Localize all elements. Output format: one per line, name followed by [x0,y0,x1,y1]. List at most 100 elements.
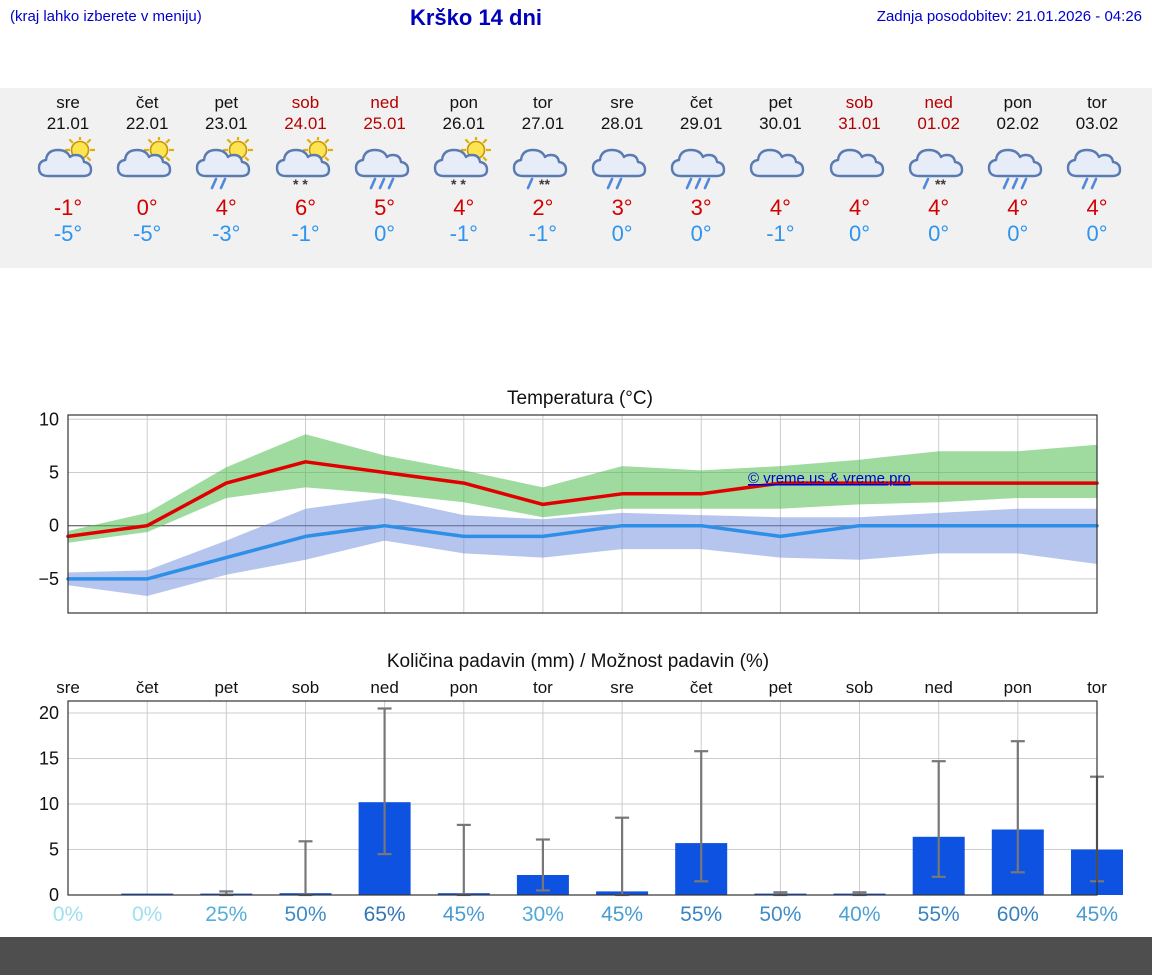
precip-day-label: čet [136,678,159,697]
temp-min: 0° [848,221,871,246]
svg-text:**: ** [539,176,550,191]
precip-chart-title: Količina padavin (mm) / Možnost padavin … [387,651,769,672]
page-title: Krško 14 dni [409,5,543,30]
precip-day-label: pon [1004,678,1032,697]
footer-bar [0,937,1152,975]
cloud-rain3-icon [978,137,1058,191]
precip-probability: 0% [52,903,84,926]
day-date: 24.01 [284,114,327,133]
day-date: 28.01 [600,114,644,133]
forecast-day-column: tor 03.02 4° 0° [1057,92,1137,247]
sun-cloud-snow2-icon: * * [424,135,504,192]
temp-min: -5° [133,221,162,246]
temp-line-1 [66,523,1099,581]
precip-probability-row: 0% 0% 25% 50% 65% 45% 30% 45% 55% 50% 40% 55% 60% 45% [0,903,1152,933]
temp-y-tick-label: 10 [39,409,59,429]
temp-min: 0° [690,221,712,246]
temp-max: 4° [769,195,791,220]
day-date: 27.01 [521,114,565,133]
precip-whisker [535,838,550,892]
cloud-icon [740,137,820,191]
temp-max: 4° [453,195,475,220]
temp-max: 4° [848,195,871,220]
day-name: sre [610,93,634,112]
precip-day-label: sre [56,678,80,697]
temp-min: -5° [53,221,83,246]
precip-day-label: tor [1087,678,1107,697]
sun-cloud-icon [28,135,108,191]
precip-probability: 30% [521,903,564,926]
temp-max: 5° [374,195,396,220]
day-date: 29.01 [679,114,723,133]
svg-text:* *: * * [451,176,466,191]
day-date: 26.01 [442,114,486,133]
temp-y-tick-label: 0 [49,516,59,536]
precip-probability: 55% [680,903,723,926]
forecast-day-column: tor 27.01 ** 2° -1° [503,92,583,247]
temp-chart-title: Temperatura (°C) [507,388,653,409]
day-name: sob [845,93,874,112]
precip-day-label: pet [214,678,238,697]
temp-max: 2° [532,195,554,220]
precip-day-label: sob [846,678,873,697]
temp-min: 0° [1086,221,1108,246]
temperature-chart: −5 0 5 10 Temperatura (°C) © vreme.us & vre… [38,388,1099,614]
vreme-watermark-link[interactable]: © vreme.us & vreme.pro [748,470,911,487]
day-date: 22.01 [125,114,169,133]
temp-band-1 [68,498,1097,596]
temp-min: -1° [449,221,478,246]
temperature-plot: −5 0 5 10 [38,409,1099,614]
precip-probability: 40% [838,903,881,926]
day-name: pet [214,93,239,112]
forecast-strip: sre 21.01 -1° -5° čet 22.01 0° -5° pet 23.01 4° -3°… [0,88,1152,268]
precip-day-label: pet [769,678,793,697]
precip-whisker [694,750,709,883]
precip-probability: 45% [442,903,485,926]
temp-band-0 [68,434,1097,543]
temp-min: -1° [528,221,558,246]
precip-day-label: tor [533,678,553,697]
day-date: 21.01 [46,114,90,133]
temp-min: -1° [291,221,320,246]
forecast-day-column: sob 31.01 4° 0° [820,92,900,247]
cloud-rain2-icon [1057,137,1137,191]
day-name: tor [1087,93,1107,112]
forecast-day-column: sre 28.01 3° 0° [582,92,662,247]
cloud-icon [820,137,900,191]
temp-max: 6° [294,195,317,220]
temp-min: 0° [374,221,396,246]
day-date: 25.01 [363,114,406,133]
precip-probability: 45% [1075,903,1119,926]
temp-max: -1° [53,195,83,220]
temp-max: 3° [611,195,633,220]
day-name: pon [1003,93,1032,112]
temp-max: 4° [215,195,237,220]
forecast-day-column: ned 25.01 5° 0° [345,92,425,247]
day-date: 03.02 [1075,114,1119,133]
sun-cloud-rain2-icon [186,135,266,191]
precip-y-tick-label: 20 [39,703,59,723]
sun-cloud-snow2-icon: * * [266,135,346,192]
forecast-day-column: pet 30.01 4° -1° [740,92,820,247]
day-name: ned [370,93,399,112]
temp-min: 0° [928,221,950,246]
forecast-day-column: sob 24.01 * * 6° -1° [266,92,346,247]
temp-min: -3° [212,221,241,246]
precip-probability: 60% [996,903,1039,926]
svg-text:* *: * * [293,176,308,191]
day-date: 23.01 [205,114,248,133]
precip-probability: 50% [759,903,802,926]
day-name: sob [291,93,320,112]
precip-probability: 0% [132,903,163,926]
day-name: sre [56,93,80,112]
temp-min: 0° [611,221,633,246]
precip-y-tick-label: 5 [49,840,59,860]
precip-whisker [1010,740,1025,874]
day-name: čet [135,93,159,112]
temp-max: 4° [928,195,950,220]
temp-line-0 [66,460,1099,539]
precip-y-tick-label: 0 [49,885,59,903]
day-date: 02.02 [996,114,1040,133]
precip-y-tick-label: 10 [39,794,59,814]
menu-hint-link[interactable]: (kraj lahko izberete v meniju) [10,8,202,25]
